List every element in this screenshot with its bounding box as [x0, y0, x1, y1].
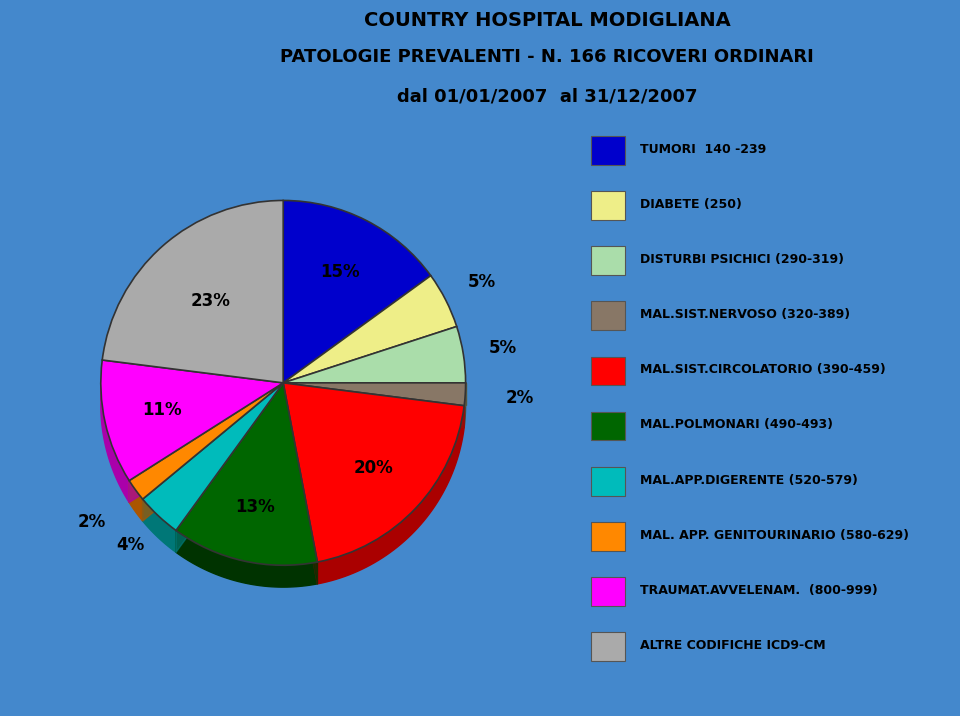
FancyBboxPatch shape	[591, 136, 625, 165]
Polygon shape	[283, 383, 318, 584]
Polygon shape	[283, 383, 466, 405]
Text: 13%: 13%	[235, 498, 276, 516]
Text: MAL.SIST.CIRCOLATORIO (390-459): MAL.SIST.CIRCOLATORIO (390-459)	[639, 363, 885, 377]
FancyBboxPatch shape	[591, 632, 625, 661]
Polygon shape	[283, 383, 318, 584]
Text: DISTURBI PSICHICI (290-319): DISTURBI PSICHICI (290-319)	[639, 253, 844, 266]
Text: 5%: 5%	[489, 339, 517, 357]
Text: MAL.POLMONARI (490-493): MAL.POLMONARI (490-493)	[639, 418, 832, 432]
Wedge shape	[102, 200, 283, 383]
FancyBboxPatch shape	[591, 191, 625, 220]
Wedge shape	[283, 383, 465, 562]
Text: 20%: 20%	[353, 459, 394, 477]
Polygon shape	[143, 383, 283, 521]
Polygon shape	[143, 383, 283, 521]
FancyBboxPatch shape	[591, 577, 625, 606]
Wedge shape	[283, 276, 457, 383]
FancyBboxPatch shape	[591, 412, 625, 440]
Wedge shape	[176, 383, 318, 565]
Text: 2%: 2%	[77, 513, 106, 531]
Text: 4%: 4%	[117, 536, 145, 554]
Text: TRAUMAT.AVVELENAM.  (800-999): TRAUMAT.AVVELENAM. (800-999)	[639, 584, 877, 597]
Text: 11%: 11%	[142, 401, 182, 419]
Polygon shape	[176, 531, 318, 587]
Text: 15%: 15%	[320, 263, 359, 281]
Polygon shape	[143, 499, 176, 552]
Polygon shape	[130, 480, 143, 521]
Polygon shape	[130, 383, 283, 503]
Polygon shape	[101, 383, 130, 503]
Wedge shape	[283, 200, 431, 383]
FancyBboxPatch shape	[591, 522, 625, 551]
Text: COUNTRY HOSPITAL MODIGLIANA: COUNTRY HOSPITAL MODIGLIANA	[364, 11, 731, 30]
Text: ALTRE CODIFICHE ICD9-CM: ALTRE CODIFICHE ICD9-CM	[639, 639, 826, 652]
Wedge shape	[283, 383, 466, 406]
Text: MAL. APP. GENITOURINARIO (580-629): MAL. APP. GENITOURINARIO (580-629)	[639, 528, 909, 542]
Text: 5%: 5%	[468, 273, 495, 291]
Text: dal 01/01/2007  al 31/12/2007: dal 01/01/2007 al 31/12/2007	[396, 87, 698, 105]
Polygon shape	[283, 383, 466, 405]
Text: TUMORI  140 -239: TUMORI 140 -239	[639, 142, 766, 156]
Polygon shape	[176, 383, 283, 552]
Text: DIABETE (250): DIABETE (250)	[639, 198, 741, 211]
Text: 23%: 23%	[191, 291, 230, 310]
Polygon shape	[465, 383, 466, 427]
FancyBboxPatch shape	[591, 301, 625, 330]
Polygon shape	[176, 383, 283, 552]
Polygon shape	[283, 383, 465, 427]
Polygon shape	[283, 383, 465, 427]
Text: MAL.SIST.NERVOSO (320-389): MAL.SIST.NERVOSO (320-389)	[639, 308, 850, 321]
Wedge shape	[143, 383, 283, 531]
Polygon shape	[130, 383, 283, 503]
Text: PATOLOGIE PREVALENTI - N. 166 RICOVERI ORDINARI: PATOLOGIE PREVALENTI - N. 166 RICOVERI O…	[280, 48, 814, 66]
FancyBboxPatch shape	[591, 246, 625, 275]
Text: MAL.APP.DIGERENTE (520-579): MAL.APP.DIGERENTE (520-579)	[639, 473, 857, 487]
Text: 2%: 2%	[506, 389, 534, 407]
Wedge shape	[283, 326, 466, 383]
FancyBboxPatch shape	[591, 357, 625, 385]
FancyBboxPatch shape	[591, 467, 625, 495]
Wedge shape	[101, 360, 283, 480]
Wedge shape	[130, 383, 283, 499]
Polygon shape	[318, 406, 465, 584]
